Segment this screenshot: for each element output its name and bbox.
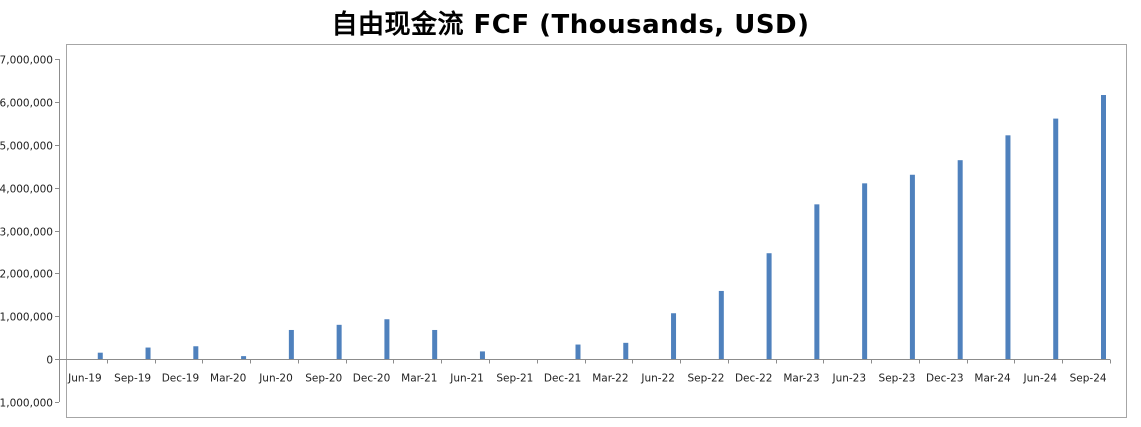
y-tick-label: 3,000,000 (0, 227, 53, 239)
x-tick-label: Sep-21 (496, 373, 533, 385)
bar (1101, 95, 1106, 360)
bars (97, 95, 1106, 360)
x-tick-label: Dec-23 (926, 373, 963, 385)
bar (288, 329, 294, 360)
bar (241, 356, 247, 360)
bar (479, 351, 485, 360)
bar (766, 253, 772, 360)
y-tick-label: 1,000,000 (0, 312, 53, 324)
bar (432, 329, 438, 360)
bar (336, 324, 342, 360)
x-tick-label: Mar-20 (210, 373, 246, 385)
y-tick-label: 0 (46, 355, 53, 367)
x-tick-label: Mar-22 (592, 373, 628, 385)
chart-title: 自由现金流 FCF (Thousands, USD) (331, 10, 810, 40)
bar (718, 290, 724, 360)
x-tick-label: Dec-19 (162, 373, 199, 385)
bar (1053, 118, 1059, 360)
x-tick-label: Jun-20 (258, 373, 293, 385)
bar (575, 344, 581, 360)
x-tick-label: Sep-22 (687, 373, 724, 385)
bar (814, 204, 820, 360)
x-tick-label: Dec-21 (544, 373, 581, 385)
bar (671, 313, 677, 360)
x-tick-label: Jun-21 (449, 373, 484, 385)
y-tick-label: 4,000,000 (0, 184, 53, 196)
bar (909, 174, 915, 360)
bar (623, 342, 629, 360)
x-tick-label: Jun-19 (67, 373, 102, 385)
x-tick-label: Sep-20 (305, 373, 342, 385)
x-tick-label: Jun-23 (831, 373, 866, 385)
x-tick-label: Sep-19 (114, 373, 151, 385)
y-tick-label: 2,000,000 (0, 269, 53, 281)
x-tick-label: Mar-24 (974, 373, 1011, 385)
y-tick-label: 6,000,000 (0, 98, 53, 110)
bar (1005, 135, 1011, 360)
y-tick-label: 7,000,000 (0, 55, 53, 67)
bar (384, 319, 390, 360)
bar (193, 346, 199, 360)
x-tick-label: Mar-21 (401, 373, 437, 385)
bar (97, 352, 103, 360)
y-tick-label: -1,000,000 (0, 398, 53, 410)
y-tick-label: 5,000,000 (0, 141, 53, 153)
y-axis: -1,000,000 0 1,000,000 2,000,000 3,000,000 4,… (0, 55, 60, 410)
x-axis: Jun-19 Sep-19 Dec-19 Mar-20 Jun-20 Sep-20 Dec-… (59, 359, 1111, 385)
x-tick-label: Dec-22 (735, 373, 772, 385)
plot-area-border (66, 44, 1127, 418)
x-tick-label: Mar-23 (783, 373, 819, 385)
bar (862, 183, 868, 360)
x-tick-label: Jun-22 (640, 373, 675, 385)
x-tick-label: Jun-24 (1023, 373, 1058, 385)
x-tick-label: Sep-23 (879, 373, 916, 385)
bar (957, 160, 963, 360)
x-tick-label: Dec-20 (353, 373, 390, 385)
bar (145, 347, 151, 360)
x-tick-label: Sep-24 (1070, 373, 1107, 385)
